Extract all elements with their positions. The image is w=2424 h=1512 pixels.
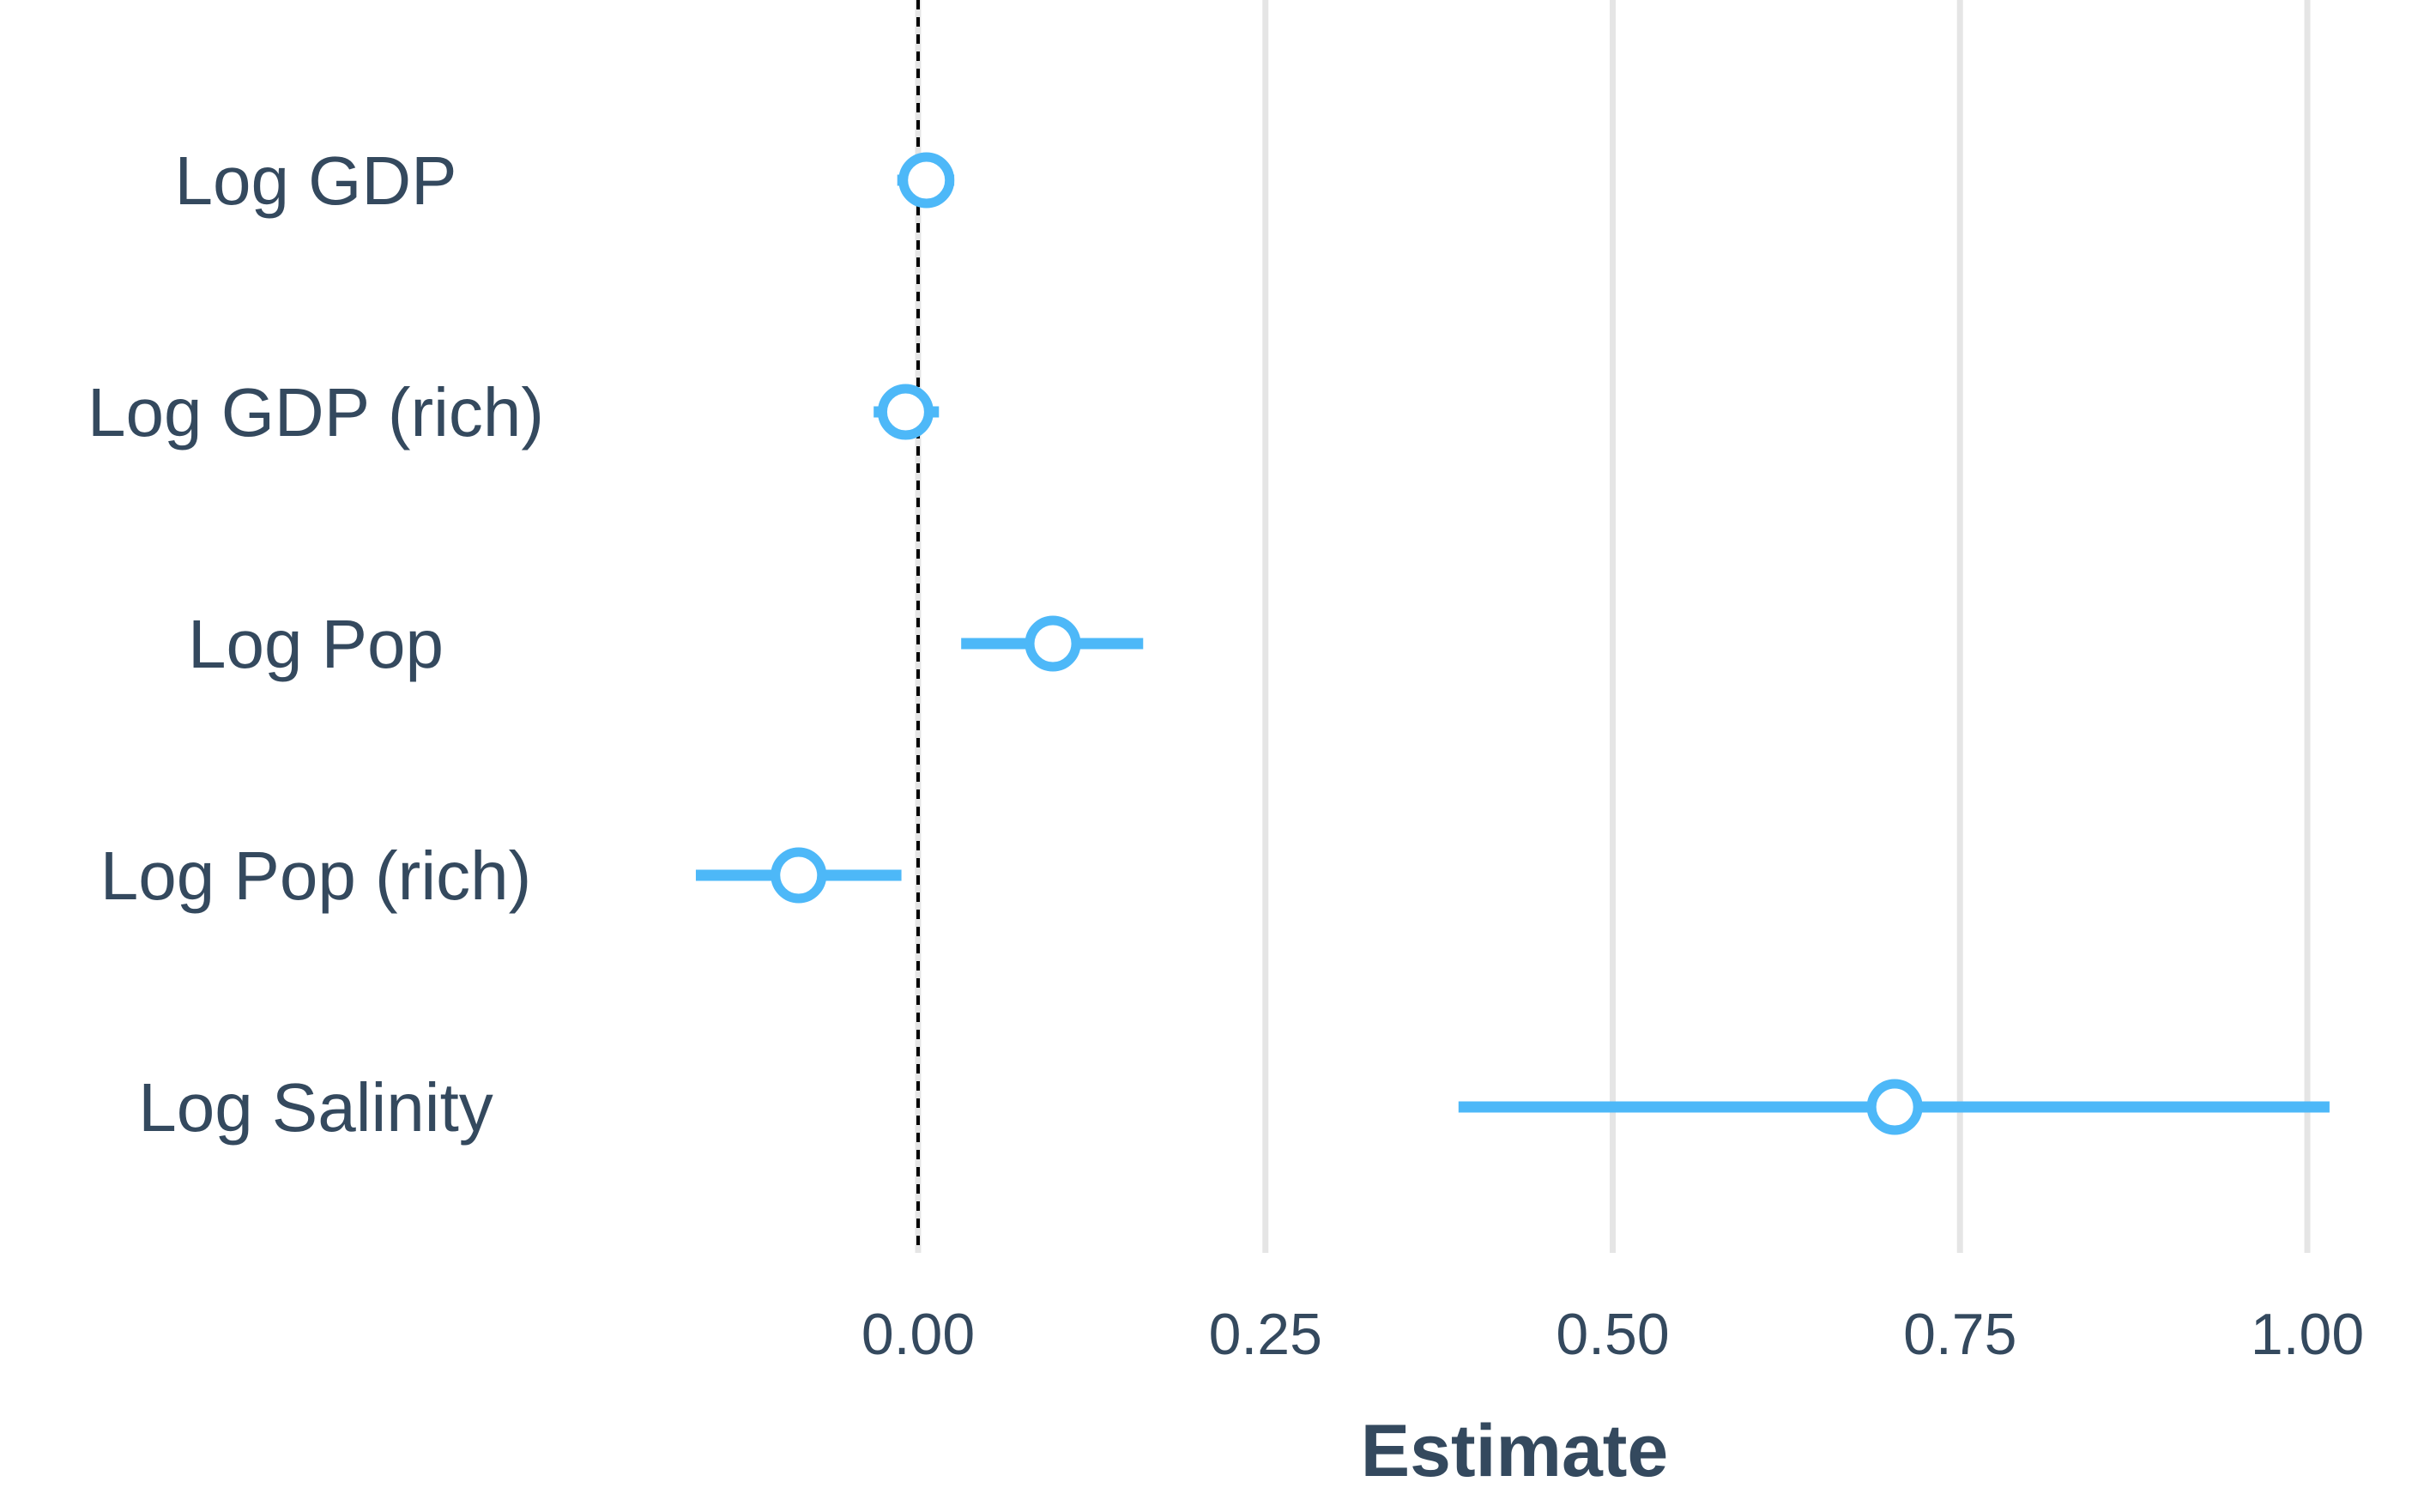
category-label: Log Salinity [138, 1069, 493, 1146]
x-tick-label: 0.75 [1903, 1302, 2016, 1367]
category-label: Log GDP (rich) [88, 374, 544, 451]
category-label: Log Pop [188, 606, 444, 682]
x-tick-label: 1.00 [2251, 1302, 2364, 1367]
x-axis-title: Estimate [1361, 1410, 1669, 1492]
category-label: Log Pop (rich) [100, 838, 531, 914]
x-tick-label: 0.25 [1209, 1302, 1322, 1367]
category-label: Log GDP [174, 142, 456, 219]
estimate-point [898, 152, 955, 209]
estimate-point [877, 384, 934, 440]
category-labels: Log GDP Log GDP (rich) Log Pop Log Pop (ric… [88, 142, 544, 1146]
grid-lines [915, 0, 2311, 1253]
x-tick-labels: 0.00 0.25 0.50 0.75 1.00 [861, 1302, 2364, 1367]
x-tick-label: 0.50 [1556, 1302, 1669, 1367]
x-tick-label: 0.00 [861, 1302, 975, 1367]
estimate-point [1025, 615, 1081, 672]
estimate-point [771, 847, 827, 904]
estimate-points [771, 152, 1923, 1135]
estimate-point [1866, 1079, 1923, 1135]
confidence-intervals [695, 174, 2330, 1113]
